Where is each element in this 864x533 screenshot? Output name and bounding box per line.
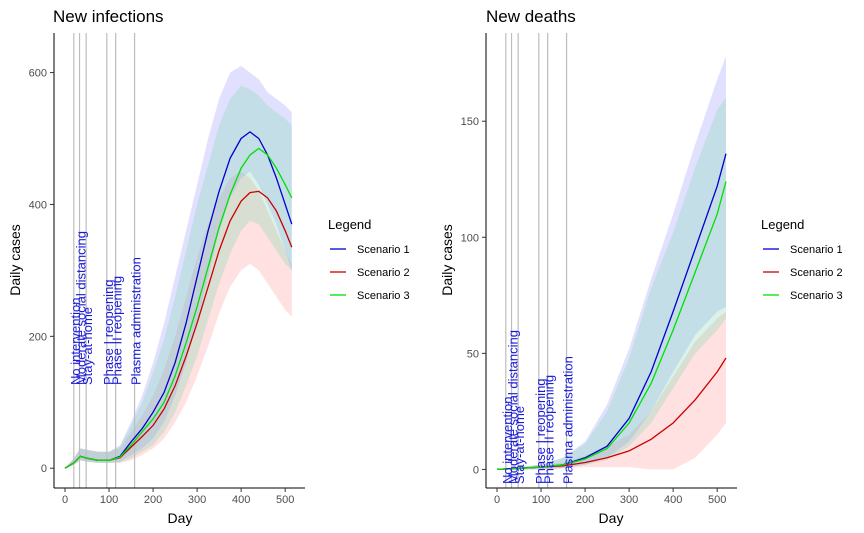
deaths-lines <box>496 153 727 471</box>
infections-bands <box>65 66 292 469</box>
deaths-event-label-5: Phase II reopening <box>542 375 557 484</box>
deaths-axes: 0 100 200 300 400 500 0 50 100 150 <box>461 33 737 506</box>
deaths-x-tick-label: 0 <box>494 494 500 506</box>
deaths-legend-title: Legend <box>761 217 804 232</box>
infections-y-tick-label: 400 <box>29 199 47 211</box>
infections-band-2 <box>65 171 292 469</box>
infections-y-tick-label: 0 <box>41 463 47 475</box>
infections-x-tick-label: 300 <box>188 494 206 506</box>
infections-event-label-3: Stay-at-home <box>80 307 95 385</box>
deaths-bands <box>497 56 726 470</box>
deaths-y-title: Daily cases <box>439 224 455 296</box>
infections-event-label-4: Phase I reopening <box>101 279 116 385</box>
infections-legend-label-3: Scenario 3 <box>357 290 410 302</box>
infections-lines <box>64 131 293 469</box>
deaths-y-tick-label: 150 <box>461 116 479 128</box>
deaths-line-scenario-3 <box>496 181 727 471</box>
deaths-x-tick-label: 400 <box>664 494 682 506</box>
deaths-event-label-1: No intervention <box>500 397 515 484</box>
infections-event-lines <box>73 33 136 488</box>
infections-x-tick-label: 100 <box>100 494 118 506</box>
infections-legend: Legend Scenario 1 Scenario 2 Scenario 3 <box>328 217 410 302</box>
deaths-event-label-3: Stay-at-home <box>512 406 527 484</box>
deaths-event-label-4: Phase I reopening <box>533 378 548 484</box>
infections-y-title: Daily cases <box>7 224 23 296</box>
deaths-legend-label-1: Scenario 1 <box>790 244 843 256</box>
deaths-band-2 <box>497 311 726 470</box>
deaths-x-tick-label: 300 <box>620 494 638 506</box>
deaths-legend-label-3: Scenario 3 <box>790 290 843 302</box>
deaths-x-tick-label: 200 <box>576 494 594 506</box>
infections-event-label-5: Phase II reopening <box>110 276 125 385</box>
infections-band-1 <box>65 66 292 469</box>
deaths-x-tick-label: 100 <box>532 494 550 506</box>
infections-legend-label-1: Scenario 1 <box>357 244 410 256</box>
infections-legend-title: Legend <box>328 217 371 232</box>
infections-x-tick-label: 200 <box>144 494 162 506</box>
deaths-y-tick-label: 100 <box>461 232 479 244</box>
deaths-event-lines <box>505 33 568 488</box>
deaths-title: New deaths <box>486 7 576 26</box>
infections-x-tick-label: 500 <box>276 494 294 506</box>
infections-x-tick-label: 400 <box>232 494 250 506</box>
deaths-y-tick-label: 0 <box>473 464 479 476</box>
infections-event-label-2: Moderate social distancing <box>74 231 89 385</box>
infections-axes: 0 100 200 300 400 500 0 200 400 600 <box>29 33 305 506</box>
infections-x-tick-label: 0 <box>62 494 68 506</box>
infections-y-tick-label: 200 <box>29 331 47 343</box>
deaths-y-tick-label: 50 <box>467 348 479 360</box>
deaths-legend: Legend Scenario 1 Scenario 2 Scenario 3 <box>761 217 843 302</box>
infections-title: New infections <box>53 7 164 26</box>
infections-y-tick-label: 600 <box>29 68 47 80</box>
deaths-band-3 <box>497 98 726 470</box>
deaths-event-label-2: Moderate social distancing <box>506 330 521 484</box>
deaths-legend-label-2: Scenario 2 <box>790 267 843 279</box>
deaths-x-tick-label: 500 <box>708 494 726 506</box>
infections-line-scenario-3 <box>64 147 293 469</box>
deaths-event-label-6: Plasma administration <box>561 356 576 484</box>
infections-event-label-6: Plasma administration <box>129 257 144 385</box>
deaths-x-title: Day <box>599 510 624 526</box>
deaths-band-1 <box>497 56 726 470</box>
infections-event-label-1: No intervention <box>68 298 83 385</box>
infections-x-title: Day <box>168 510 193 526</box>
infections-legend-label-2: Scenario 2 <box>357 267 410 279</box>
